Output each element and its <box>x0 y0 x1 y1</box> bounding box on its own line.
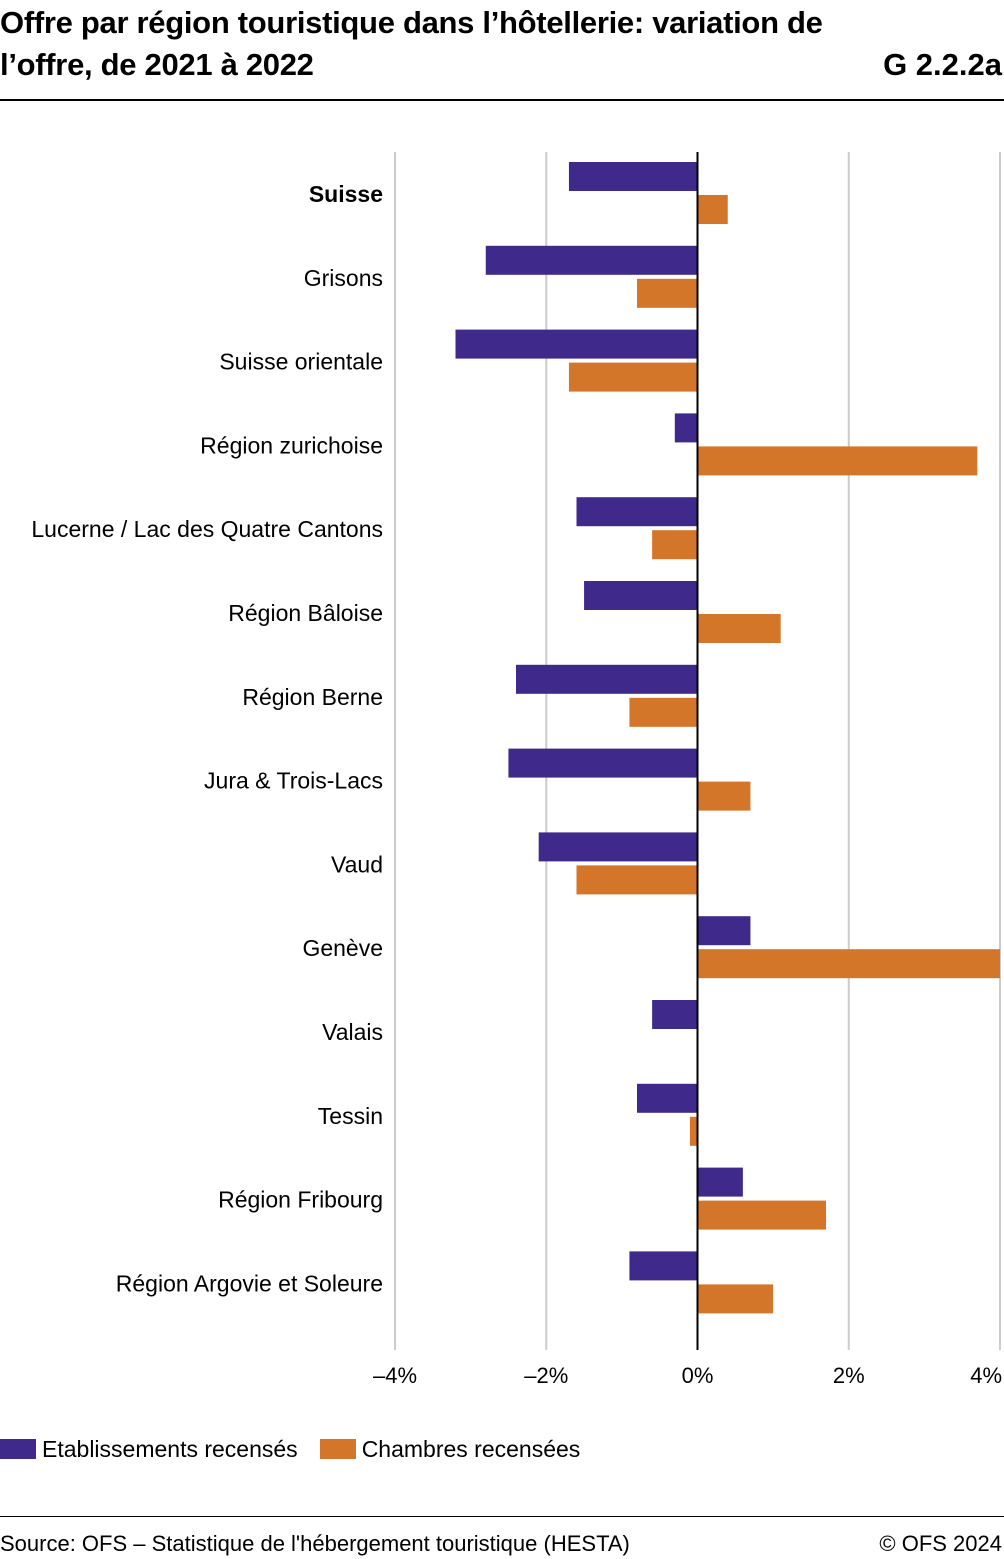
x-tick-label: –4% <box>373 1363 417 1388</box>
category-label: Suisse orientale <box>219 349 383 375</box>
bar-etablissements <box>568 162 698 191</box>
bars <box>455 162 1000 1314</box>
bar-chambres <box>637 278 698 308</box>
bar-etablissements <box>516 664 698 694</box>
category-label: Région zurichoise <box>200 432 383 458</box>
category-label: Lucerne / Lac des Quatre Cantons <box>31 516 383 542</box>
copyright-note: © OFS 2024 <box>879 1531 1002 1556</box>
bar-chambres <box>697 614 781 643</box>
chart-title: Offre par région touristique dans l’hôte… <box>0 5 823 82</box>
top-divider <box>0 99 1004 101</box>
x-tick-label: 2% <box>833 1363 865 1388</box>
bar-chambres <box>629 697 698 727</box>
category-label: Région Argovie et Soleure <box>116 1270 383 1296</box>
category-label: Région Fribourg <box>218 1187 383 1213</box>
bar-etablissements <box>652 1000 698 1029</box>
bar-chambres <box>689 1116 698 1146</box>
category-labels: Suisse Grisons Suisse orientale Région zuri… <box>31 181 383 1296</box>
x-tick-label: 4% <box>970 1363 1002 1388</box>
bar-etablissements <box>674 413 698 443</box>
bar-etablissements <box>584 581 698 610</box>
category-label: Vaud <box>331 851 383 877</box>
bar-chambres <box>568 362 698 392</box>
bar-etablissements <box>485 245 698 275</box>
legend-swatch <box>0 1439 36 1459</box>
bar-chambres <box>697 1200 827 1230</box>
bar-etablissements <box>538 832 698 862</box>
bar-chambres <box>576 865 698 895</box>
legend-swatch <box>319 1439 356 1459</box>
bar-etablissements <box>629 1251 698 1281</box>
x-tick-label: –2% <box>524 1363 568 1388</box>
category-label: Grisons <box>304 265 383 291</box>
legend-label: Chambres recensées <box>361 1435 581 1462</box>
category-label: Région Bâloise <box>228 600 383 626</box>
grid-lines <box>394 152 1001 1350</box>
bar-chambres <box>652 530 698 560</box>
bar-chambres <box>697 781 751 811</box>
category-label: Tessin <box>318 1103 383 1129</box>
legend-item-chambres: Chambres recensées <box>319 1435 581 1463</box>
legend: Etablissements recensés Chambres recensé… <box>0 1432 602 1466</box>
bar-chambres <box>697 195 728 224</box>
category-label: Région Berne <box>242 684 383 710</box>
bar-etablissements <box>508 748 698 778</box>
category-label: Genève <box>302 935 383 961</box>
bar-chambres <box>697 949 1000 979</box>
bar-etablissements <box>697 916 751 946</box>
bar-chart: Suisse Grisons Suisse orientale Région zuri… <box>31 152 1002 1388</box>
source-note: Source: OFS – Statistique de l'hébergeme… <box>0 1531 630 1556</box>
bar-etablissements <box>576 497 698 527</box>
x-tick-label: 0% <box>682 1363 714 1388</box>
x-tick-labels: –4% –2% 0% 2% 4% <box>373 1363 1002 1388</box>
bar-chambres <box>697 446 978 476</box>
bar-chambres <box>697 1284 774 1314</box>
category-label: Jura & Trois-Lacs <box>204 768 383 794</box>
legend-item-etablissements: Etablissements recensés <box>0 1436 298 1463</box>
category-label: Valais <box>322 1019 383 1045</box>
bar-etablissements <box>697 1167 743 1197</box>
legend-label: Etablissements recensés <box>42 1435 298 1462</box>
figure-code: G 2.2.2a <box>883 47 1002 82</box>
bottom-divider <box>0 1516 1004 1517</box>
bar-etablissements <box>455 329 698 359</box>
category-label: Suisse <box>309 181 383 207</box>
bar-etablissements <box>637 1083 698 1113</box>
